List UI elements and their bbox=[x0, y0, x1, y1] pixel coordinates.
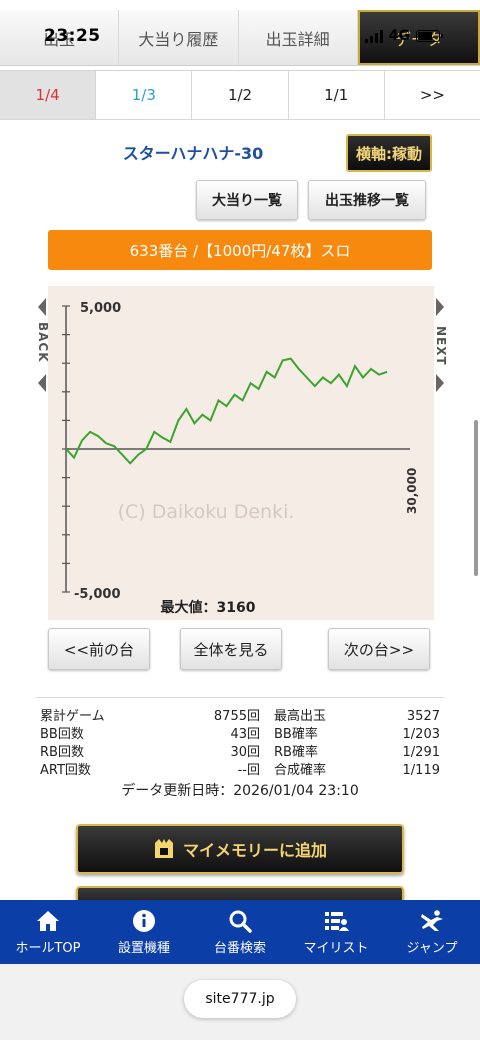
stat-label: 累計ゲーム bbox=[40, 709, 105, 724]
stats-row: RB回数 30回 RB確率 1/291 bbox=[40, 744, 440, 762]
status-time: 23:25 bbox=[44, 26, 101, 46]
y-tick-top: 5,000 bbox=[80, 301, 121, 316]
machine-info-bar: 633番台 /【1000円/47枚】スロ bbox=[48, 230, 432, 270]
stat-label: RB回数 bbox=[40, 745, 84, 760]
jump-icon bbox=[421, 909, 443, 931]
jackpot-list-button[interactable]: 大当り一覧 bbox=[196, 180, 298, 220]
stat-label: BB確率 bbox=[274, 727, 318, 742]
nav-label: ホールTOP bbox=[15, 940, 81, 956]
stats-row: BB回数 43回 BB確率 1/203 bbox=[40, 726, 440, 744]
nav-label: 設置機種 bbox=[117, 940, 170, 956]
nav-machine-search[interactable]: 台番検索 bbox=[192, 900, 288, 964]
payout-chart-svg: (C) Daikoku Denki. 5,000 -5,000 30,000 最… bbox=[62, 301, 419, 616]
nav-label: ジャンプ bbox=[406, 940, 458, 956]
page-tab-1-4[interactable]: 1/4 bbox=[0, 71, 97, 119]
nav-installed-machines[interactable]: 設置機種 bbox=[96, 900, 192, 964]
stat-value: 3527 bbox=[406, 709, 440, 724]
bottom-nav: ホールTOP 設置機種 台番検索 マイリスト bbox=[0, 900, 480, 964]
nav-my-list[interactable]: マイリスト bbox=[288, 900, 384, 964]
tab-payout[interactable]: 出玉 bbox=[0, 10, 120, 65]
page-tab-1-1[interactable]: 1/1 bbox=[289, 71, 385, 119]
x-tick-end: 30,000 bbox=[405, 468, 419, 514]
stat-label: 最高出玉 bbox=[274, 709, 327, 724]
stats-divider bbox=[36, 697, 444, 698]
stats-table: 累計ゲーム 8755回 最高出玉 3527 BB回数 43回 BB確率 1/20… bbox=[40, 708, 440, 780]
memory-icon bbox=[154, 839, 173, 858]
stat-label: 合成確率 bbox=[274, 763, 327, 778]
y-tick-bottom: -5,000 bbox=[74, 587, 121, 602]
next-arrow-down-icon[interactable] bbox=[436, 374, 444, 392]
stat-value: 1/203 bbox=[402, 727, 440, 742]
nav-label: マイリスト bbox=[303, 940, 369, 956]
stat-label: ART回数 bbox=[40, 763, 91, 778]
page-tabs: 1/4 1/3 1/2 1/1 >> bbox=[0, 70, 480, 120]
signal-icon bbox=[364, 29, 383, 43]
network-type: 4G bbox=[388, 28, 410, 44]
axis-toggle-button[interactable]: 横軸:稼動 bbox=[346, 134, 432, 172]
add-memory-button[interactable]: マイメモリーに追加 bbox=[76, 824, 404, 874]
stat-value: 8755回 bbox=[213, 709, 260, 724]
status-indicators: 4G bbox=[364, 28, 443, 44]
payout-chart: (C) Daikoku Denki. 5,000 -5,000 30,000 最… bbox=[48, 286, 434, 620]
battery-icon bbox=[416, 30, 443, 42]
stat-value: 30回 bbox=[230, 745, 260, 760]
scrollbar-thumb[interactable] bbox=[474, 420, 478, 576]
next-machine-button[interactable]: 次の台>> bbox=[328, 628, 430, 670]
nav-label: 台番検索 bbox=[213, 940, 266, 956]
chart-max-value: 最大値：3160 bbox=[161, 599, 256, 616]
back-arrow-up-icon[interactable] bbox=[38, 298, 46, 316]
info-icon bbox=[133, 909, 155, 932]
search-icon bbox=[229, 910, 252, 933]
view-all-button[interactable]: 全体を見る bbox=[180, 628, 282, 670]
stats-row: 累計ゲーム 8755回 最高出玉 3527 bbox=[40, 708, 440, 726]
payout-list-button[interactable]: 出玉推移一覧 bbox=[308, 180, 426, 220]
stat-value: 1/119 bbox=[402, 763, 440, 778]
home-icon bbox=[37, 910, 59, 931]
stat-value: 43回 bbox=[230, 727, 260, 742]
page-tab-1-2[interactable]: 1/2 bbox=[192, 71, 289, 119]
stat-value: --回 bbox=[237, 763, 260, 778]
nav-hall-top[interactable]: ホールTOP bbox=[0, 900, 96, 964]
back-arrow-down-icon[interactable] bbox=[38, 374, 46, 392]
next-arrow-up-icon[interactable] bbox=[436, 298, 444, 316]
prev-machine-button[interactable]: <<前の台 bbox=[48, 628, 150, 670]
data-updated-time: データ更新日時：2026/01/04 23:10 bbox=[121, 783, 359, 799]
payout-series-line bbox=[65, 357, 388, 465]
tab-payout-detail[interactable]: 出玉詳細 bbox=[238, 10, 358, 65]
next-label[interactable]: NEXT bbox=[434, 326, 448, 366]
tab-jackpot-history[interactable]: 大当り履歴 bbox=[119, 10, 239, 65]
stat-label: RB確率 bbox=[274, 745, 318, 760]
stat-label: BB回数 bbox=[40, 727, 84, 742]
page-tab-next[interactable]: >> bbox=[419, 86, 445, 104]
url-bar[interactable]: site777.jp bbox=[184, 980, 296, 1018]
stats-row: ART回数 --回 合成確率 1/119 bbox=[40, 762, 440, 780]
stat-value: 1/291 bbox=[402, 745, 440, 760]
nav-jump[interactable]: ジャンプ bbox=[384, 900, 480, 964]
add-memory-label: マイメモリーに追加 bbox=[182, 841, 327, 860]
mylist-icon bbox=[325, 911, 349, 931]
chart-watermark: (C) Daikoku Denki. bbox=[118, 501, 295, 523]
page-tab-1-3[interactable]: 1/3 bbox=[96, 71, 193, 119]
machine-title: スターハナハナ-30 bbox=[122, 144, 264, 163]
